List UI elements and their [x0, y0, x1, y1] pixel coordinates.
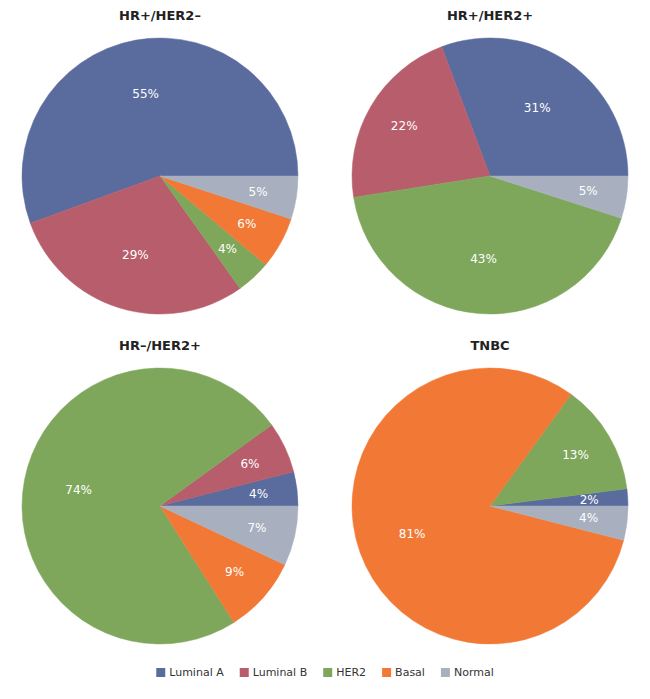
data-labels: 31% 22% 43% 5%	[391, 101, 598, 266]
slices	[22, 368, 298, 644]
pie-slice	[352, 47, 490, 198]
pie-slice	[160, 506, 298, 565]
legend-item: Basal	[382, 666, 425, 679]
legend-swatch	[156, 668, 165, 677]
legend-label: Normal	[454, 666, 494, 679]
legend-swatch	[240, 668, 249, 677]
pie-chart: HR+/HER2– 55% 29% 4%6% 5%	[22, 8, 298, 314]
data-label: 6%	[240, 457, 259, 471]
data-label: 4%	[579, 511, 598, 525]
chart-title: HR–/HER2+	[119, 338, 201, 353]
legend-swatch	[323, 668, 332, 677]
legend-label: Luminal A	[169, 666, 224, 679]
pie-chart: HR+/HER2+ 31% 22% 43% 5%	[352, 8, 628, 314]
legend-item: HER2	[323, 666, 366, 679]
slices	[352, 38, 628, 314]
pie-chart: TNBC 2% 13% 81% 4%	[352, 338, 628, 644]
slices	[22, 38, 298, 314]
data-label: 6%	[237, 217, 256, 231]
pie-slice	[490, 176, 628, 218]
data-label: 31%	[524, 101, 551, 115]
slices	[352, 368, 628, 644]
data-labels: 4% 6% 74% 9% 7%	[65, 457, 268, 579]
data-label: 81%	[399, 527, 426, 541]
pie-chart: HR–/HER2+ 4% 6% 74% 9% 7%	[22, 338, 298, 644]
legend: Luminal A Luminal B HER2 Basal Normal	[156, 666, 493, 679]
pie-slice	[352, 368, 624, 644]
data-label: 13%	[562, 448, 589, 462]
legend-label: Luminal B	[253, 666, 308, 679]
data-label: 55%	[132, 87, 159, 101]
chart-title: HR+/HER2–	[119, 8, 201, 23]
figure: HR+/HER2–55%29%4%6%5%HR+/HER2+31%22%43%5…	[0, 0, 650, 699]
legend-swatch	[441, 668, 450, 677]
legend-item: Normal	[441, 666, 494, 679]
data-label: 22%	[391, 119, 418, 133]
legend-item: Luminal A	[156, 666, 224, 679]
data-label: 9%	[225, 565, 244, 579]
pie-slice	[354, 176, 622, 314]
legend-label: Basal	[395, 666, 425, 679]
data-label: 7%	[247, 521, 266, 535]
data-label: 29%	[122, 248, 149, 262]
pie-slice	[160, 176, 298, 219]
data-label: 5%	[249, 185, 268, 199]
legend-label: HER2	[336, 666, 366, 679]
data-label: 43%	[470, 252, 497, 266]
data-label: 5%	[579, 184, 598, 198]
pie-slice	[490, 506, 628, 540]
legend-swatch	[382, 668, 391, 677]
data-label: 2%	[580, 493, 599, 507]
chart-title: HR+/HER2+	[447, 8, 533, 23]
data-label: 4%	[249, 487, 268, 501]
data-labels: 55% 29% 4%6% 5%	[122, 87, 268, 262]
data-label: 74%	[65, 483, 92, 497]
chart-title: TNBC	[470, 338, 509, 353]
data-labels: 2% 13% 81% 4%	[399, 448, 599, 541]
data-label: 4%	[218, 242, 237, 256]
legend-item: Luminal B	[240, 666, 308, 679]
